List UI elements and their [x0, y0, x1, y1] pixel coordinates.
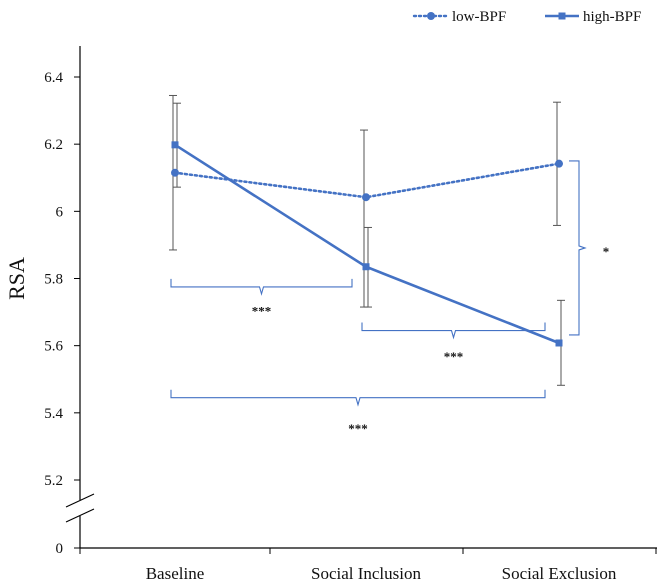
legend: low-BPF high-BPF	[412, 9, 641, 25]
data-point-high-bpf	[362, 263, 370, 271]
data-point-low-bpf	[555, 159, 563, 168]
data-point-low-bpf	[171, 168, 179, 177]
significance-bracket	[170, 278, 353, 296]
significance-label: ***	[348, 421, 368, 436]
data-point-high-bpf	[171, 141, 179, 149]
significance-label: *	[603, 244, 610, 259]
y-tick-label: 6	[56, 204, 64, 220]
axis-break-slash	[65, 508, 95, 523]
significance-label: ***	[252, 303, 272, 318]
y-axis-label: RSA	[4, 257, 29, 300]
y-ticks: 0 5.2 5.4 5.6 5.8 6 6.2 6.4	[44, 70, 80, 557]
axis-break-marker	[65, 493, 95, 523]
significance-bracket	[361, 322, 546, 340]
y-tick-label: 5.6	[44, 339, 63, 355]
y-tick-label: 5.8	[44, 272, 63, 288]
y-tick-label: 0	[56, 541, 64, 557]
significance-annotations: **********	[170, 160, 610, 436]
legend-marker-low-bpf	[427, 12, 435, 20]
legend-label-high-bpf: high-BPF	[583, 9, 641, 25]
data-point-low-bpf	[362, 193, 370, 202]
axis-break-gap	[66, 500, 94, 516]
y-tick-label: 6.4	[44, 70, 63, 86]
significance-label: ***	[444, 349, 464, 364]
error-bars	[169, 94, 565, 386]
axis-break-slash	[65, 493, 95, 508]
x-category-label: Social Inclusion	[311, 564, 422, 583]
series-lines	[171, 141, 563, 347]
axes-layer: 0 5.2 5.4 5.6 5.8 6 6.2 6.4 Baseline Social Incl…	[4, 46, 657, 583]
y-tick-label: 5.4	[44, 406, 63, 422]
significance-bracket	[569, 160, 587, 336]
x-ticks: Baseline Social Inclusion Social Exclusion	[79, 548, 657, 583]
y-tick-label: 5.2	[44, 473, 63, 489]
legend-marker-high-bpf	[558, 12, 566, 20]
legend-label-low-bpf: low-BPF	[452, 9, 506, 25]
data-point-high-bpf	[555, 339, 563, 347]
x-category-label: Baseline	[146, 564, 205, 583]
significance-bracket	[170, 389, 546, 407]
x-category-label: Social Exclusion	[502, 564, 617, 583]
y-tick-label: 6.2	[44, 137, 63, 153]
